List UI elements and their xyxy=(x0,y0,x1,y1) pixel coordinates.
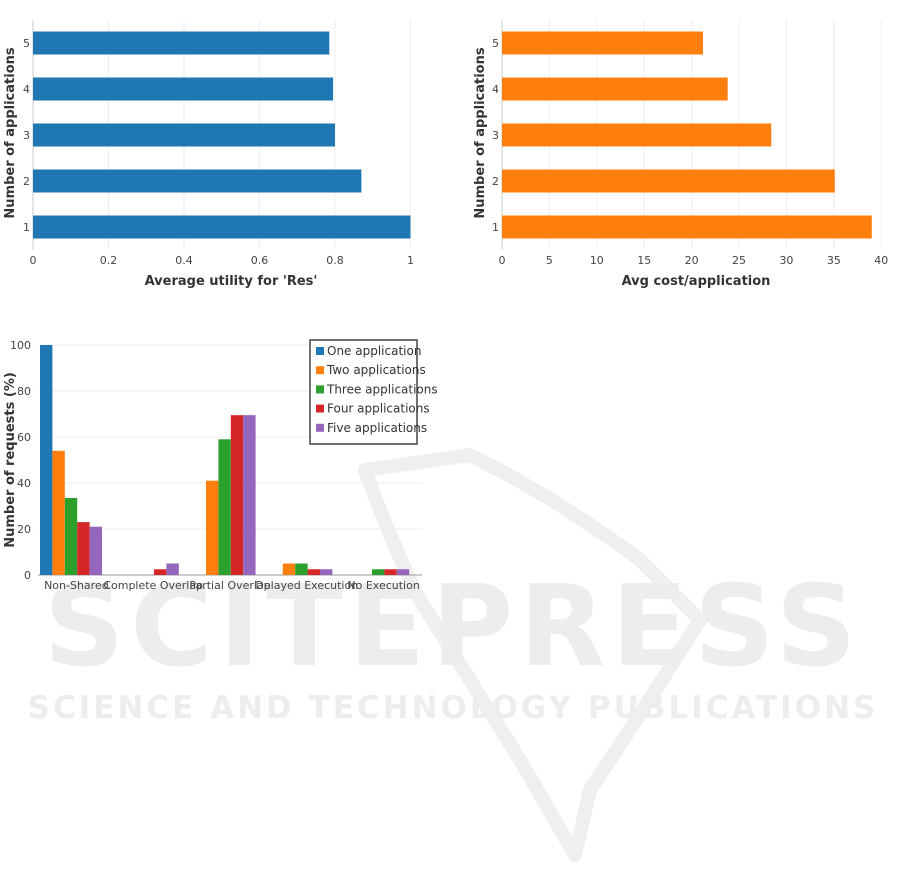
chart3-legend-swatch xyxy=(316,404,324,413)
chart2-xtick: 25 xyxy=(732,254,746,267)
chart1-xtick: 0.2 xyxy=(100,254,118,267)
chart3-ytick: 80 xyxy=(17,385,31,398)
chart3-ytick: 60 xyxy=(17,431,31,444)
chart3-bar xyxy=(384,569,397,575)
chart2-ytick: 3 xyxy=(492,129,499,142)
chart2-ytick: 1 xyxy=(492,221,499,234)
chart3-bar xyxy=(89,526,102,575)
chart3-ytick: 100 xyxy=(10,339,31,352)
chart3-legend-swatch xyxy=(316,347,324,355)
chart2-xtick: 10 xyxy=(590,254,604,267)
chart2-ytick: 5 xyxy=(492,37,499,50)
chart2-bar xyxy=(502,31,704,55)
chart3-xtick: Complete Overlap xyxy=(103,579,203,592)
chart1-bar xyxy=(33,169,362,193)
chart1-xtick: 0.4 xyxy=(175,254,193,267)
chart3-ytick: 0 xyxy=(24,569,31,582)
chart3-bar xyxy=(52,450,65,575)
chart2-xlabel: Avg cost/application xyxy=(622,274,771,289)
chart2-xtick: 5 xyxy=(546,254,553,267)
chart2-xtick: 35 xyxy=(827,254,841,267)
chart1-xtick: 0.8 xyxy=(326,254,344,267)
chart3-bar xyxy=(40,345,53,575)
chart1-bar xyxy=(33,77,334,101)
chart1-ylabel: Number of applications xyxy=(3,47,18,218)
chart2-bar xyxy=(502,123,772,147)
chart3-bar xyxy=(154,569,167,575)
chart3-xtick: Partial Overlap xyxy=(189,579,270,592)
chart2-xtick: 15 xyxy=(637,254,651,267)
chart2-xtick: 30 xyxy=(779,254,793,267)
chart3-bar xyxy=(396,569,410,575)
chart1-xtick: 1 xyxy=(407,254,414,267)
chart3-bar xyxy=(77,522,90,575)
chart1-bar xyxy=(33,31,330,55)
chart1-xlabel: Average utility for 'Res' xyxy=(145,274,318,289)
chart3-legend-label: Two applications xyxy=(326,363,426,377)
watermark-subtitle: SCIENCE AND TECHNOLOGY PUBLICATIONS xyxy=(28,690,879,726)
chart3-legend-label: Five applications xyxy=(327,421,427,435)
chart2-ylabel: Number of applications xyxy=(473,47,488,218)
chart3-bar xyxy=(320,569,333,575)
chart3-ylabel: Number of requests (%) xyxy=(3,372,18,548)
chart3-bar xyxy=(307,569,320,575)
chart1-xtick: 0 xyxy=(30,254,37,267)
chart2-bar xyxy=(502,77,728,101)
chart3-legend-label: Four applications xyxy=(327,402,430,416)
chart3-ytick: 20 xyxy=(17,523,31,536)
chart1-xtick: 0.6 xyxy=(251,254,269,267)
chart3-bar xyxy=(218,439,231,575)
chart2-ytick: 4 xyxy=(492,83,499,96)
chart3-legend-swatch xyxy=(316,366,324,375)
chart1-ytick: 5 xyxy=(23,37,30,50)
chart2-xtick: 0 xyxy=(499,254,506,267)
watermark-title: SCITEPRESS xyxy=(44,562,863,692)
chart3-bar xyxy=(166,563,179,575)
chart2-bar xyxy=(502,215,872,239)
chart3-legend-label: Three applications xyxy=(326,382,438,396)
cost-bar-chart: Avg cost/application Number of applicati… xyxy=(473,20,888,289)
chart3-legend-label: One application xyxy=(327,344,421,358)
chart1-ytick: 1 xyxy=(23,221,30,234)
chart3-legend-swatch xyxy=(316,423,324,432)
chart3-ytick: 40 xyxy=(17,477,31,490)
chart1-ytick: 4 xyxy=(23,83,30,96)
chart3-bar xyxy=(372,569,385,575)
chart2-xtick: 40 xyxy=(874,254,888,267)
watermark-quill-icon xyxy=(358,448,707,862)
chart3-bar xyxy=(230,415,244,575)
chart1-ytick: 2 xyxy=(23,175,30,188)
chart3-xtick: Non-Shared xyxy=(44,579,109,592)
chart3-xtick: Delayed Execution xyxy=(255,579,358,592)
utility-bar-chart: Average utility for 'Res' Number of appl… xyxy=(3,20,414,289)
requests-grouped-bar-chart: Number of requests (%) 0 20 40 60 80 100 Non-S… xyxy=(3,339,438,592)
chart2-ytick: 2 xyxy=(492,175,499,188)
chart3-bar xyxy=(295,563,308,575)
chart1-ytick: 3 xyxy=(23,129,30,142)
chart2-bar xyxy=(502,169,835,193)
watermark: SCITEPRESS SCIENCE AND TECHNOLOGY PUBLIC… xyxy=(28,448,879,862)
chart1-bar xyxy=(33,215,411,239)
chart3-bar xyxy=(64,497,78,575)
chart3-bar xyxy=(243,415,256,575)
chart3-bar xyxy=(282,563,296,575)
chart2-xtick: 20 xyxy=(685,254,699,267)
chart3-legend-swatch xyxy=(316,385,324,394)
chart3-legend-box xyxy=(309,339,418,445)
chart1-bar xyxy=(33,123,335,147)
chart3-xtick: No Execution xyxy=(347,579,419,592)
chart3-bar xyxy=(206,480,219,575)
